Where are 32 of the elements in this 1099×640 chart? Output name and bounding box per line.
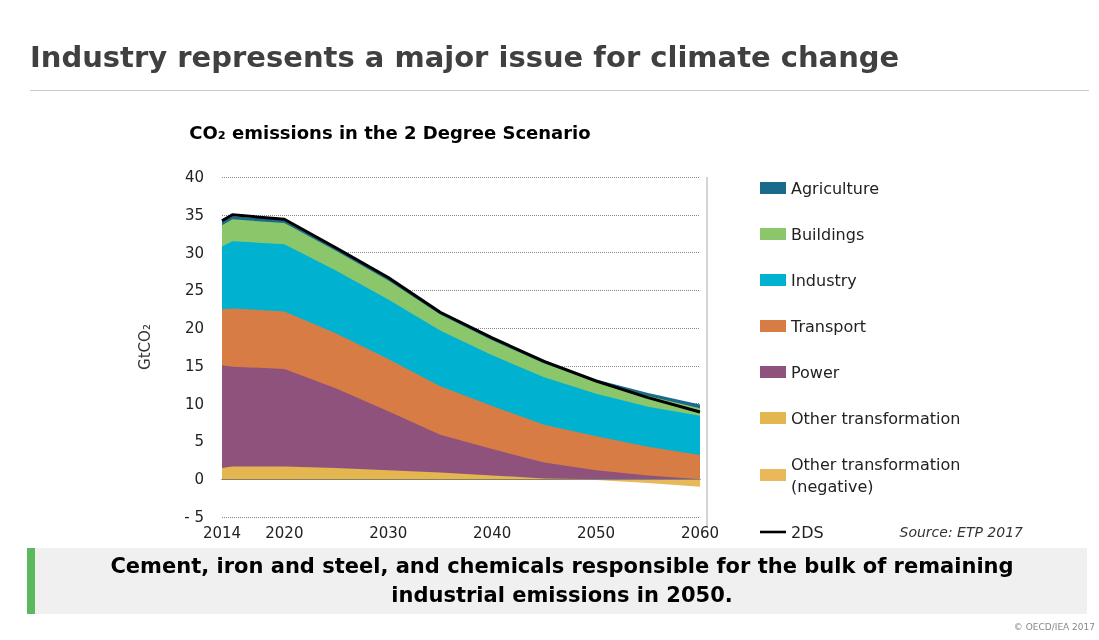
text: Other transformation xyxy=(791,408,961,428)
chart-title: Industry represents a major issue for climate change xyxy=(30,40,900,74)
y-tick-label: 10 xyxy=(184,394,204,413)
y-tick-label: 35 xyxy=(184,205,204,224)
x-tick-label: 2030 xyxy=(369,523,408,542)
source-note: Source: ETP 2017 xyxy=(899,524,1024,540)
x-tick-label: 2020 xyxy=(265,523,304,542)
text: © OECD/IEA 2017 xyxy=(1013,622,1095,632)
x-tick-label: 2040 xyxy=(473,523,512,542)
legend-label: Industry xyxy=(791,270,857,290)
y-tick-label: 5 xyxy=(194,432,204,451)
y-tick-label: 15 xyxy=(184,356,204,375)
legend-label: Other transformation xyxy=(791,454,966,474)
x-tick-label: 2014 xyxy=(202,523,242,542)
y-axis-title: GtCO₂ xyxy=(135,324,154,370)
legend-label: Agriculture xyxy=(791,178,879,198)
legend-label: Buildings xyxy=(791,224,865,244)
text: Cement, iron and steel, and chemicals responsible for the bulk of remaining industrial emissions in 2050. xyxy=(109,553,1015,609)
y-tick-label: 25 xyxy=(184,281,204,300)
legend-label: Power xyxy=(791,362,840,382)
chart-subtitle: CO₂ emissions in the 2 Degree Scenario xyxy=(189,122,591,143)
y-tick-label: 40 xyxy=(184,168,204,186)
y-tick-label: 20 xyxy=(184,319,204,338)
y-tick-label: - 5 xyxy=(184,508,204,526)
y-tick-label: 30 xyxy=(184,243,204,262)
line-series xyxy=(220,213,702,414)
y-tick-label: 0 xyxy=(194,470,204,489)
x-tick-label: 2060 xyxy=(680,523,720,542)
text: (negative) xyxy=(791,476,874,496)
legend-label: Transport xyxy=(790,316,867,336)
legend-label: 2DS xyxy=(791,522,824,542)
x-tick-label: 2050 xyxy=(576,523,616,542)
